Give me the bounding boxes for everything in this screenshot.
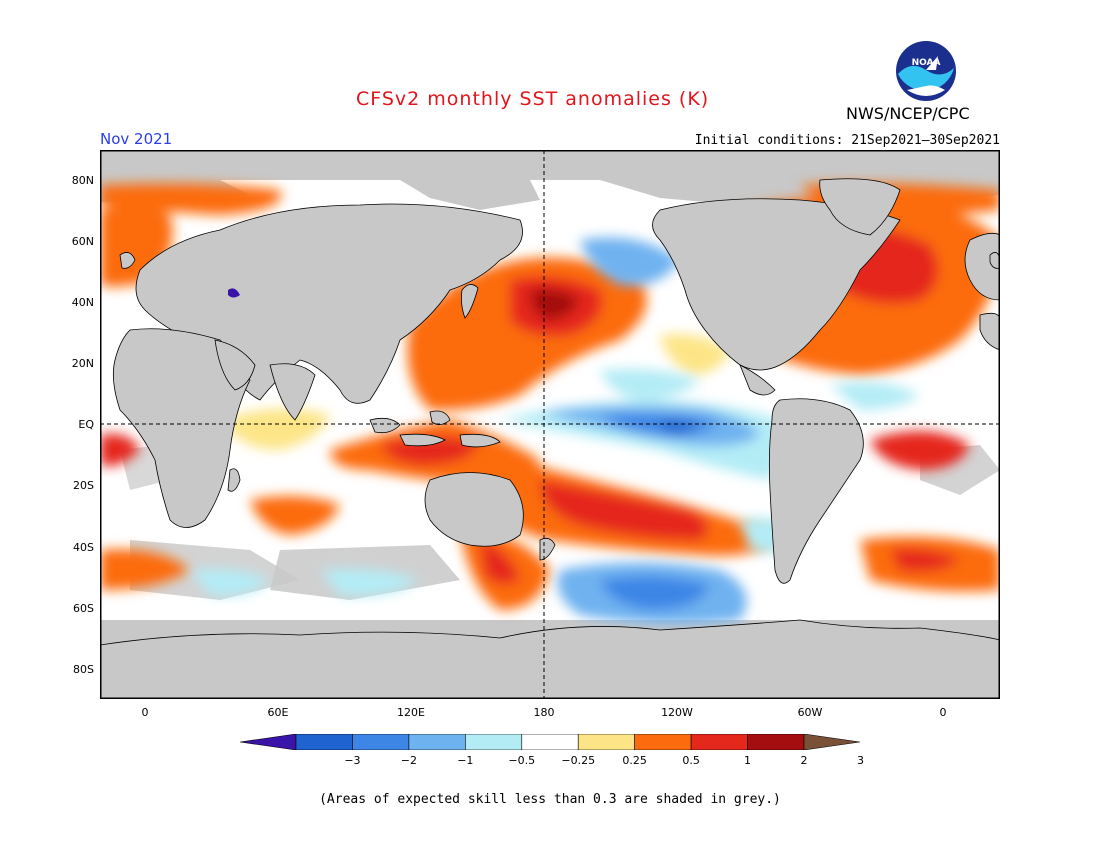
colorbar-label: −0.5 — [508, 754, 536, 767]
colorbar-label: −1 — [457, 754, 474, 767]
agency-label: NWS/NCEP/CPC — [846, 104, 970, 123]
lat-label: EQ — [78, 418, 94, 431]
colorbar-label: −3 — [344, 754, 361, 767]
australia — [424, 472, 524, 547]
map-frame — [100, 150, 1000, 699]
colorbar-swatch — [577, 734, 635, 750]
colorbar-swatch — [352, 734, 410, 750]
forecast-month: Nov 2021 — [100, 130, 173, 148]
lon-label: 60E — [267, 706, 289, 719]
colorbar-triangle-low — [240, 734, 297, 750]
lat-label: 60N — [71, 235, 94, 248]
colorbar-label: 0.25 — [622, 754, 647, 767]
colorbar-swatch — [465, 734, 523, 750]
colorbar-swatch — [295, 734, 353, 750]
sst-anomaly-map — [100, 150, 1000, 699]
colorbar-swatch — [408, 734, 466, 750]
colorbar-triangle-high — [803, 734, 860, 750]
initial-conditions: Initial conditions: 21Sep2021–30Sep2021 — [694, 133, 1000, 148]
colorbar-swatch — [690, 734, 748, 750]
lat-label: 20S — [73, 479, 94, 492]
colorbar-label: 1 — [744, 754, 752, 767]
noaa-logo: NOAA — [896, 41, 956, 101]
lat-label: 60S — [73, 602, 94, 615]
chart-title: CFSv2 monthly SST anomalies (K) — [356, 88, 710, 110]
lat-label: 80S — [73, 663, 94, 676]
lon-label: 0 — [939, 706, 947, 719]
india — [269, 363, 316, 421]
lat-label: 80N — [71, 174, 94, 187]
antarctica — [100, 619, 1000, 699]
lon-label: 120E — [397, 706, 425, 719]
colorbar-label: 2 — [800, 754, 808, 767]
logo-text: NOAA — [912, 58, 941, 68]
colorbar-label: −2 — [400, 754, 417, 767]
lon-label: 180 — [533, 706, 555, 719]
lat-label: 40N — [71, 296, 94, 309]
colorbar-label: 3 — [856, 754, 864, 767]
lat-label: 20N — [71, 357, 94, 370]
footnote: (Areas of expected skill less than 0.3 a… — [319, 792, 781, 807]
colorbar-label: −0.25 — [561, 754, 596, 767]
lon-label: 0 — [141, 706, 149, 719]
lon-label: 120W — [661, 706, 693, 719]
lon-label: 60W — [797, 706, 823, 719]
colorbar-label: 0.5 — [682, 754, 700, 767]
cool-anomalies — [190, 229, 920, 624]
colorbar-swatch — [521, 734, 579, 750]
colorbar-swatch — [634, 734, 692, 750]
colorbar-swatch — [747, 734, 805, 750]
lat-label: 40S — [73, 541, 94, 554]
greenland — [819, 178, 901, 236]
colorbar — [240, 734, 860, 750]
land-masses — [100, 178, 1000, 699]
arabia — [214, 339, 256, 391]
